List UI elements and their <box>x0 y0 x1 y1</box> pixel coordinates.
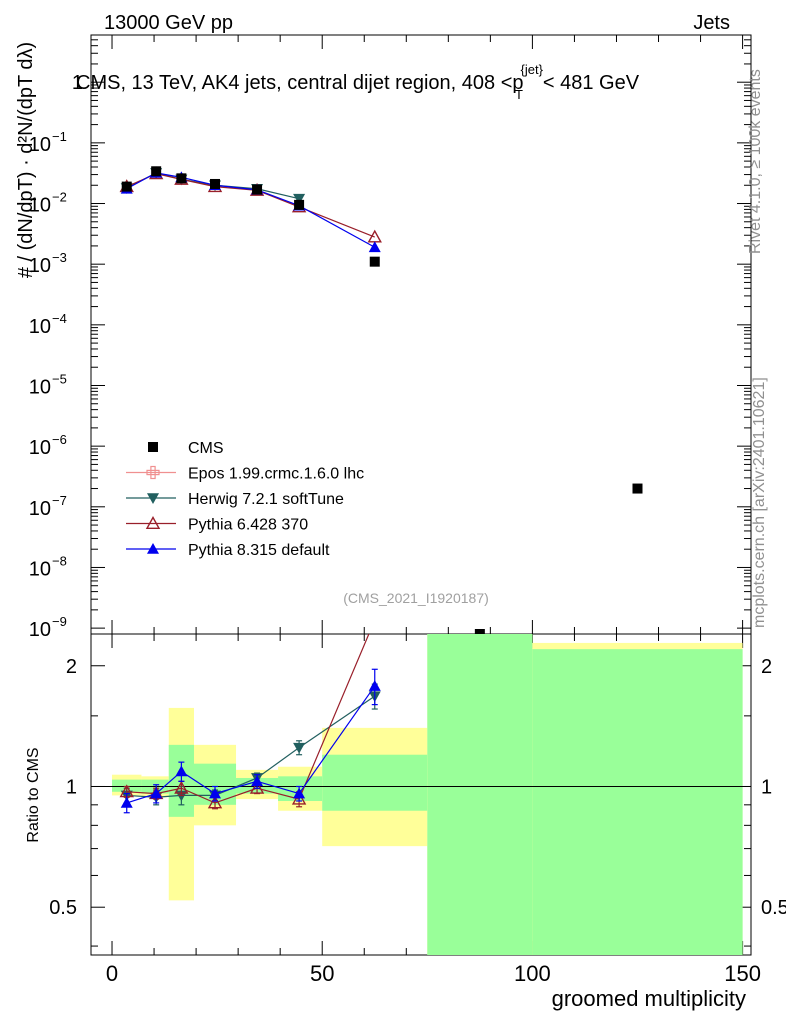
legend-marker-1 <box>146 465 160 480</box>
main-ytick-base-text-4: 10 <box>29 316 51 338</box>
ratio-ytick-label-left-1: 1 <box>66 776 77 798</box>
ratio-ytick-label-left-0: 0.5 <box>49 897 77 919</box>
xtick-label-1: 50 <box>310 961 334 986</box>
ratio-marker-1-5 <box>293 742 306 754</box>
data-point-8 <box>632 483 643 494</box>
title-part-1: CMS, 13 TeV, AK4 jets, central dijet reg… <box>76 72 512 94</box>
ratio-ytick-label-right-0: 0.5 <box>761 897 786 919</box>
mcplots-url-label: mcplots.cern.ch [arXiv:2401.10621] <box>751 377 768 628</box>
data-point-0 <box>121 181 132 192</box>
main-ytick-exp-text-7: −7 <box>52 493 67 508</box>
main-ytick-exp-text-9: −9 <box>52 614 67 629</box>
main-ytick-exp-text-3: −3 <box>52 250 67 265</box>
ratio-series-group <box>119 634 381 814</box>
main-ytick-exp-text-6: −6 <box>52 432 67 447</box>
main-ytick-base-text-1: 10 <box>29 134 51 156</box>
legend-label-4: Pythia 8.315 default <box>188 542 330 559</box>
band-inner-8 <box>532 649 743 955</box>
ratio-marker-3-0 <box>120 796 133 808</box>
data-point-4 <box>252 184 263 195</box>
legend-marker-2 <box>147 493 159 504</box>
ratio-marker-2-2 <box>174 780 189 794</box>
ratio-frame <box>90 633 752 956</box>
legend-label-3: Pythia 6.428 370 <box>188 517 308 534</box>
legend-marker-0 <box>148 442 158 452</box>
main-ytick-exp-text-5: −5 <box>52 371 67 386</box>
main-marker-1-5 <box>293 193 306 205</box>
rivet-version-label: Rivet 4.1.0, ≥ 100k events <box>747 69 764 254</box>
main-ytick-base-text-9: 10 <box>29 619 51 641</box>
ratio-marker-3-1 <box>150 787 163 799</box>
legend-marker-3 <box>145 516 161 529</box>
data-point-6 <box>369 256 380 267</box>
main-ytick-exp-text-4: −4 <box>52 311 67 326</box>
main-ytick-base-text-3: 10 <box>29 255 51 277</box>
plot-title: CMS, 13 TeV, AK4 jets, central dijet reg… <box>76 62 640 102</box>
main-ytick-base-text-7: 10 <box>29 498 51 520</box>
main-ytick-label-0: 1 <box>72 72 83 94</box>
title-pt-subscript: T <box>515 87 523 102</box>
legend-label-0: CMS <box>188 440 224 457</box>
analysis-id: (CMS_2021_I1920187) <box>343 590 489 606</box>
main-marker-3-6 <box>368 241 381 253</box>
ratio-ytick-label-right-2: 2 <box>761 656 772 678</box>
data-point-5 <box>294 199 305 210</box>
ratio-marker-3-6 <box>368 680 381 691</box>
ratio-marker-3-3 <box>209 787 222 799</box>
ratio-ytick-label-right-1: 1 <box>761 776 772 798</box>
title-pt-symbol: p <box>512 72 523 94</box>
ratio-ytick-label-left-2: 2 <box>66 656 77 678</box>
main-ytick-base-text-6: 10 <box>29 437 51 459</box>
xtick-label-0: 0 <box>106 961 118 986</box>
legend-label-2: Herwig 7.2.1 softTune <box>188 491 344 508</box>
main-ytick-exp-text-1: −1 <box>52 129 67 144</box>
title-part-2: < 481 GeV <box>543 72 640 94</box>
data-point-2 <box>176 173 187 184</box>
title-pt-superscript: {jet} <box>521 62 544 77</box>
ratio-marker-3-5 <box>293 787 306 799</box>
legend-marker-1-h <box>146 469 160 476</box>
ratio-marker-3-4 <box>251 775 264 787</box>
ratio-marker-3-2 <box>175 765 188 777</box>
energy-label: 13000 GeV pp <box>104 12 233 34</box>
xtick-label-2: 100 <box>514 961 551 986</box>
main-ytick-base-text-5: 10 <box>29 376 51 398</box>
main-line-2 <box>126 173 375 238</box>
legend-marker-1-v <box>150 465 156 480</box>
main-y-axis-label: # / (dN/dpT) · d²N/(dpT dλ) <box>15 42 37 278</box>
main-y-axis-label-text: # / (dN/dpT) · d²N/(dpT dλ) <box>15 42 37 278</box>
x-axis-label: groomed multiplicity <box>552 986 746 1011</box>
main-ytick-exp-text-2: −2 <box>52 190 67 205</box>
main-ytick-base-text-2: 10 <box>29 195 51 217</box>
category-label: Jets <box>693 12 730 34</box>
data-point-3 <box>210 178 221 189</box>
ratio-marker-2-4 <box>249 780 265 794</box>
xtick-label-3: 150 <box>724 961 761 986</box>
legend-label-1: Epos 1.99.crmc.1.6.0 lhc <box>188 466 364 483</box>
data-point-1 <box>151 166 162 177</box>
main-ytick-exp-text-8: −8 <box>52 553 67 568</box>
ratio-marker-2-3 <box>207 795 223 809</box>
main-line-3 <box>126 172 376 248</box>
ratio-marker-2-5 <box>291 791 307 805</box>
ratio-y-axis-label: Ratio to CMS <box>25 747 42 842</box>
band-inner-7 <box>427 634 533 955</box>
legend-marker-4 <box>147 543 159 554</box>
band-inner-6 <box>322 754 428 811</box>
main-ytick-base-text-8: 10 <box>29 558 51 580</box>
